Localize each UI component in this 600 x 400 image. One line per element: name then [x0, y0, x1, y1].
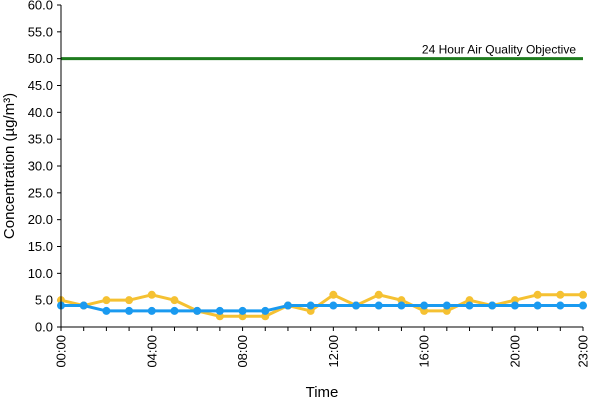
- series-1-point: [556, 290, 565, 299]
- y-tick-label: 5.0: [35, 293, 53, 308]
- y-axis-title: Concentration (µg/m³): [1, 93, 18, 239]
- series-2-point: [556, 301, 565, 310]
- series-2-line: [61, 304, 583, 313]
- series-2-point: [283, 301, 292, 310]
- y-tick-label: 30.0: [28, 159, 53, 174]
- series-1-point: [533, 290, 542, 299]
- series-1-point: [579, 290, 587, 299]
- series-2-point: [510, 301, 519, 310]
- series-2-point: [488, 301, 497, 310]
- series-2-point: [442, 301, 451, 310]
- y-tick-label: 15.0: [28, 239, 53, 254]
- series-2-point: [261, 306, 270, 315]
- y-tick-label: 45.0: [28, 78, 53, 93]
- y-axis-ticks: 0.0 5.0 10.0 15.0 20.0 25.0 30.0 35.0 40.0 45.0 50…: [28, 0, 61, 335]
- series-1-point: [147, 290, 156, 299]
- series-1-point: [102, 296, 111, 305]
- x-tick-label: 16:00: [417, 335, 432, 368]
- series-2-point: [306, 301, 315, 310]
- series-1-point: [329, 290, 338, 299]
- y-tick-label: 55.0: [28, 24, 53, 39]
- x-tick-label: 20:00: [507, 335, 522, 368]
- series-group: [57, 290, 587, 321]
- series-2-point: [238, 306, 247, 315]
- y-tick-label: 50.0: [28, 51, 53, 66]
- x-tick-label: 23:00: [576, 335, 591, 368]
- series-2-point: [579, 301, 587, 310]
- y-tick-label: 40.0: [28, 105, 53, 120]
- x-tick-label: 04:00: [144, 335, 159, 368]
- y-tick-label: 20.0: [28, 212, 53, 227]
- series-2-point: [533, 301, 542, 310]
- x-tick-label: 00:00: [54, 335, 69, 368]
- series-2-point: [147, 306, 156, 315]
- x-tick-label: 08:00: [235, 335, 250, 368]
- series-2-point: [79, 301, 88, 310]
- x-tick-label: 12:00: [326, 335, 341, 368]
- series-2-point: [215, 306, 224, 315]
- y-tick-label: 0.0: [35, 320, 53, 335]
- y-tick-label: 25.0: [28, 185, 53, 200]
- reference-line-label: 24 Hour Air Quality Objective: [422, 43, 576, 57]
- series-2-point: [374, 301, 383, 310]
- series-2-point: [102, 306, 111, 315]
- series-2-point: [193, 306, 202, 315]
- series-1-point: [374, 290, 383, 299]
- y-tick-label: 10.0: [28, 266, 53, 281]
- y-tick-label: 60.0: [28, 0, 53, 13]
- series-1-point: [125, 296, 134, 305]
- x-axis-ticks: 00:00 04:00 08:00 12:00 16:00 20:00 23:00: [54, 327, 591, 368]
- series-2-point: [397, 301, 406, 310]
- series-2-point: [125, 306, 134, 315]
- series-1-point: [170, 296, 179, 305]
- series-2-point: [352, 301, 361, 310]
- series-2-point: [420, 301, 429, 310]
- series-2-point: [329, 301, 338, 310]
- series-2-point: [465, 301, 474, 310]
- series-2-point: [170, 306, 179, 315]
- y-tick-label: 35.0: [28, 132, 53, 147]
- x-axis-title: Time: [306, 384, 339, 400]
